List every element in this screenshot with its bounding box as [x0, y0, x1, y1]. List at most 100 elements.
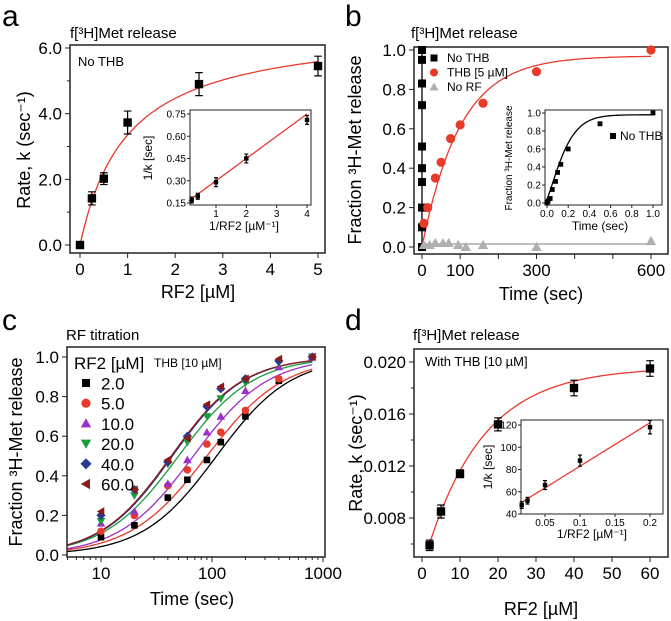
x-tick-label: 3	[218, 260, 227, 279]
fit-curve	[67, 360, 313, 546]
x-tick-label: 2	[244, 209, 250, 220]
panel-a-annotation: No THB	[78, 54, 124, 69]
data-point	[130, 507, 139, 515]
x-tick-label: 1000	[304, 564, 342, 583]
x-tick-label: 1	[123, 260, 132, 279]
data-point	[436, 157, 446, 167]
data-point	[216, 395, 226, 403]
legend-label: 10.0	[101, 415, 134, 434]
series-with-thb	[519, 419, 653, 510]
x-tick-label: 0.2	[561, 209, 575, 220]
y-tick-label: 120	[500, 421, 517, 432]
data-point	[163, 455, 172, 465]
legend-label: No THB	[447, 51, 489, 65]
legend-label: 5.0	[101, 395, 125, 414]
y-tick-label: 0.2	[527, 181, 541, 192]
data-point	[418, 142, 426, 151]
data-point	[555, 170, 560, 175]
x-tick-label: 0	[75, 260, 84, 279]
data-point	[418, 46, 426, 54]
fit-curve	[67, 370, 313, 553]
legend-marker	[80, 439, 92, 449]
y-tick-label: 0.016	[363, 405, 406, 424]
legend-marker	[81, 398, 91, 408]
x-axis-label: RF2 [µM]	[504, 599, 578, 619]
data-point	[453, 239, 464, 250]
x-axis-label: Time (sec)	[150, 589, 234, 609]
x-tick-label: 40	[565, 564, 584, 583]
x-tick-label: 0.0	[540, 209, 554, 220]
y-tick-label: 0.4	[382, 159, 406, 178]
data-point	[419, 218, 429, 228]
data-point	[478, 98, 488, 108]
y-tick-label: 1.0	[35, 348, 59, 367]
plot-frame	[69, 44, 326, 254]
y-tick-label: 0.012	[363, 457, 406, 476]
y-tick-label: 0.0	[35, 546, 59, 565]
data-point	[216, 382, 225, 391]
panel-letter-a: a	[2, 0, 19, 33]
data-point	[545, 198, 551, 204]
legend-marker	[429, 82, 439, 91]
y-tick-label: 0.2	[35, 506, 59, 525]
data-point	[307, 352, 316, 362]
data-point	[183, 455, 192, 464]
y-tick-label: 0.6	[527, 145, 541, 156]
data-point	[313, 61, 323, 71]
legend-label: THB [5 µM]	[447, 66, 508, 80]
data-point	[202, 427, 212, 436]
panel-letter-d: d	[345, 304, 362, 337]
y-axis-label: Fraction ³H-Met release	[345, 55, 365, 244]
x-tick-label: 600	[637, 261, 665, 280]
series-with-thb-10-m-	[425, 360, 655, 552]
y-axis-label: Fraction ³H-Met release	[6, 357, 26, 546]
plot-frame	[413, 46, 669, 255]
x-tick-label: 0.1	[573, 518, 587, 529]
y-tick-label: 0.8	[527, 127, 541, 138]
data-point	[493, 420, 503, 429]
data-point	[97, 533, 105, 541]
data-point	[418, 101, 426, 110]
legend-label: 60.0	[101, 476, 134, 495]
x-tick-label: 30	[527, 564, 546, 583]
inset-fit-curve	[521, 422, 651, 503]
x-tick-label: 4	[304, 209, 310, 220]
y-tick-label: 0.0	[382, 238, 406, 257]
data-point	[519, 502, 524, 508]
data-point	[460, 241, 472, 251]
x-tick-label: 0.2	[643, 518, 657, 529]
x-axis-label: RF2 [µM]	[161, 282, 235, 302]
y-tick-label: 100	[500, 443, 517, 454]
data-point	[549, 187, 555, 192]
data-point	[184, 476, 191, 484]
data-point	[241, 374, 249, 384]
chart-marks: 0 1 2 3 4 5 0.0 2.0 4.0 6.0 RF2 [µM] Rate, k (sec⁻¹…	[6, 39, 669, 619]
inset-legend-label: No THB	[620, 129, 662, 143]
data-point	[130, 492, 139, 500]
y-tick-label: 0.0	[527, 199, 541, 210]
legend-marker	[80, 478, 90, 490]
x-tick-label: 100	[446, 261, 474, 280]
data-point	[203, 456, 211, 464]
x-tick-label: 10	[451, 564, 470, 583]
x-tick-label: 5	[313, 260, 322, 279]
panel-a-title: f[³H]Met release	[70, 25, 177, 42]
x-tick-label: 10	[92, 564, 111, 583]
y-tick-label: 40	[506, 510, 518, 521]
data-point	[130, 485, 138, 494]
y-tick-label: 0.8	[382, 80, 406, 99]
x-tick-label: 0.4	[582, 209, 596, 220]
data-point	[569, 383, 579, 393]
inset-panel-b: 0.0 0.2 0.4 0.6 0.8 1.0 0.0 0.2 0.4 0.6 0.8 1.0 Time…	[504, 105, 663, 233]
series-no-rf	[418, 235, 657, 251]
chart-panel-c: 10 100 1000 0.0 0.2 0.4 0.6 0.8 1.0 Time (sec) Fra…	[6, 346, 342, 609]
legend-marker	[80, 418, 92, 428]
x-tick-label: 3	[274, 209, 280, 220]
panel-b-title: f[³H]Met release	[411, 25, 518, 42]
data-point	[75, 240, 85, 250]
y-axis-label: Rate, k (sec⁻¹)	[14, 91, 34, 209]
data-point	[645, 235, 657, 246]
series-thb-5-m-	[419, 45, 656, 228]
legend-marker	[430, 54, 438, 62]
